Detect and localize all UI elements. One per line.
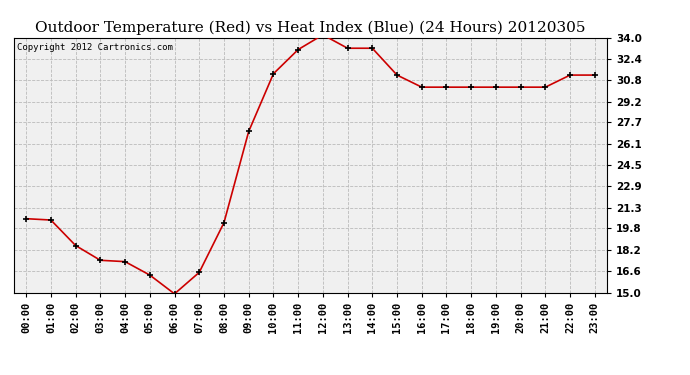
Text: Copyright 2012 Cartronics.com: Copyright 2012 Cartronics.com <box>17 43 172 52</box>
Title: Outdoor Temperature (Red) vs Heat Index (Blue) (24 Hours) 20120305: Outdoor Temperature (Red) vs Heat Index … <box>35 21 586 35</box>
